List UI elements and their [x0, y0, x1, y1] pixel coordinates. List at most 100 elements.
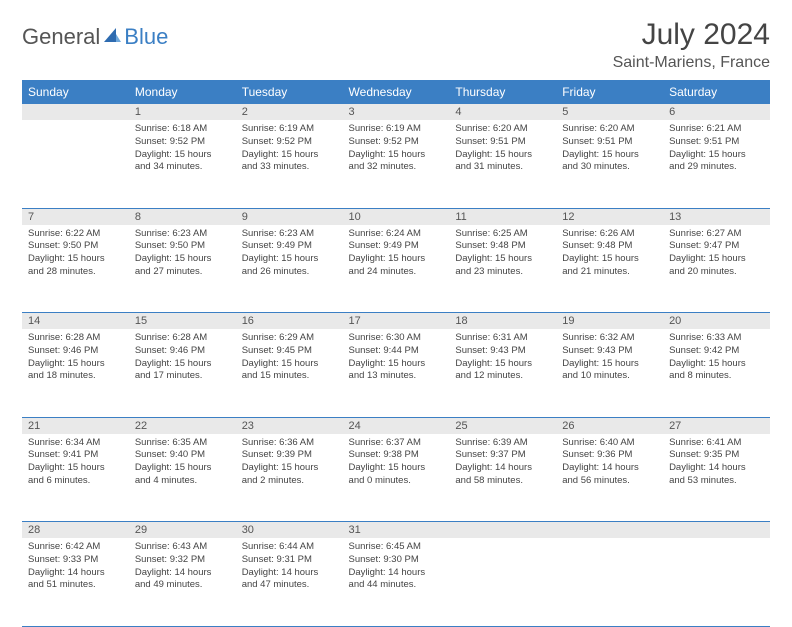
day-number-row: 78910111213: [22, 208, 770, 225]
day-number-cell: [449, 522, 556, 539]
logo-text-2: Blue: [124, 24, 168, 50]
day-content: Sunrise: 6:20 AMSunset: 9:51 PMDaylight:…: [449, 120, 556, 180]
day-number-cell: 4: [449, 104, 556, 120]
day-cell: Sunrise: 6:36 AMSunset: 9:39 PMDaylight:…: [236, 434, 343, 522]
day-content: Sunrise: 6:45 AMSunset: 9:30 PMDaylight:…: [343, 538, 450, 598]
day-cell: Sunrise: 6:39 AMSunset: 9:37 PMDaylight:…: [449, 434, 556, 522]
day-number-cell: 20: [663, 313, 770, 330]
day-cell: Sunrise: 6:35 AMSunset: 9:40 PMDaylight:…: [129, 434, 236, 522]
day-content-row: Sunrise: 6:42 AMSunset: 9:33 PMDaylight:…: [22, 538, 770, 626]
day-number-cell: 5: [556, 104, 663, 120]
day-number-cell: 9: [236, 208, 343, 225]
day-content: Sunrise: 6:25 AMSunset: 9:48 PMDaylight:…: [449, 225, 556, 285]
day-content: Sunrise: 6:29 AMSunset: 9:45 PMDaylight:…: [236, 329, 343, 389]
day-cell: Sunrise: 6:27 AMSunset: 9:47 PMDaylight:…: [663, 225, 770, 313]
location-label: Saint-Mariens, France: [613, 54, 770, 72]
day-cell: Sunrise: 6:34 AMSunset: 9:41 PMDaylight:…: [22, 434, 129, 522]
calendar-table: SundayMondayTuesdayWednesdayThursdayFrid…: [22, 80, 770, 627]
day-cell: Sunrise: 6:31 AMSunset: 9:43 PMDaylight:…: [449, 329, 556, 417]
day-number-cell: 22: [129, 417, 236, 434]
day-content: Sunrise: 6:30 AMSunset: 9:44 PMDaylight:…: [343, 329, 450, 389]
day-cell: Sunrise: 6:32 AMSunset: 9:43 PMDaylight:…: [556, 329, 663, 417]
day-content: Sunrise: 6:22 AMSunset: 9:50 PMDaylight:…: [22, 225, 129, 285]
day-content: Sunrise: 6:28 AMSunset: 9:46 PMDaylight:…: [22, 329, 129, 389]
weekday-header-row: SundayMondayTuesdayWednesdayThursdayFrid…: [22, 80, 770, 104]
day-number-cell: [663, 522, 770, 539]
header: General Blue July 2024 Saint-Mariens, Fr…: [22, 18, 770, 72]
day-cell: Sunrise: 6:42 AMSunset: 9:33 PMDaylight:…: [22, 538, 129, 626]
day-cell: [663, 538, 770, 626]
month-title: July 2024: [613, 18, 770, 52]
day-number-cell: 14: [22, 313, 129, 330]
day-content: Sunrise: 6:20 AMSunset: 9:51 PMDaylight:…: [556, 120, 663, 180]
day-number-cell: 12: [556, 208, 663, 225]
day-number-cell: [22, 104, 129, 120]
day-number-cell: 11: [449, 208, 556, 225]
day-content: Sunrise: 6:19 AMSunset: 9:52 PMDaylight:…: [343, 120, 450, 180]
day-content: Sunrise: 6:23 AMSunset: 9:50 PMDaylight:…: [129, 225, 236, 285]
day-content: Sunrise: 6:37 AMSunset: 9:38 PMDaylight:…: [343, 434, 450, 494]
weekday-header: Monday: [129, 80, 236, 104]
day-cell: Sunrise: 6:25 AMSunset: 9:48 PMDaylight:…: [449, 225, 556, 313]
day-content: Sunrise: 6:21 AMSunset: 9:51 PMDaylight:…: [663, 120, 770, 180]
day-content: Sunrise: 6:39 AMSunset: 9:37 PMDaylight:…: [449, 434, 556, 494]
day-number-cell: 18: [449, 313, 556, 330]
day-number-cell: 19: [556, 313, 663, 330]
day-content: Sunrise: 6:28 AMSunset: 9:46 PMDaylight:…: [129, 329, 236, 389]
day-content: Sunrise: 6:36 AMSunset: 9:39 PMDaylight:…: [236, 434, 343, 494]
day-cell: Sunrise: 6:20 AMSunset: 9:51 PMDaylight:…: [449, 120, 556, 208]
day-content: Sunrise: 6:24 AMSunset: 9:49 PMDaylight:…: [343, 225, 450, 285]
day-cell: Sunrise: 6:19 AMSunset: 9:52 PMDaylight:…: [236, 120, 343, 208]
day-content: Sunrise: 6:19 AMSunset: 9:52 PMDaylight:…: [236, 120, 343, 180]
day-number-cell: 24: [343, 417, 450, 434]
day-number-cell: 13: [663, 208, 770, 225]
day-content: Sunrise: 6:26 AMSunset: 9:48 PMDaylight:…: [556, 225, 663, 285]
day-content: Sunrise: 6:35 AMSunset: 9:40 PMDaylight:…: [129, 434, 236, 494]
day-content: Sunrise: 6:23 AMSunset: 9:49 PMDaylight:…: [236, 225, 343, 285]
day-number-cell: 26: [556, 417, 663, 434]
day-number-cell: 17: [343, 313, 450, 330]
day-cell: Sunrise: 6:43 AMSunset: 9:32 PMDaylight:…: [129, 538, 236, 626]
day-cell: Sunrise: 6:20 AMSunset: 9:51 PMDaylight:…: [556, 120, 663, 208]
weekday-header: Tuesday: [236, 80, 343, 104]
weekday-header: Sunday: [22, 80, 129, 104]
day-cell: Sunrise: 6:30 AMSunset: 9:44 PMDaylight:…: [343, 329, 450, 417]
day-content: Sunrise: 6:32 AMSunset: 9:43 PMDaylight:…: [556, 329, 663, 389]
logo-text-1: General: [22, 24, 100, 50]
day-cell: Sunrise: 6:37 AMSunset: 9:38 PMDaylight:…: [343, 434, 450, 522]
day-number-cell: 8: [129, 208, 236, 225]
day-number-cell: 15: [129, 313, 236, 330]
day-cell: Sunrise: 6:29 AMSunset: 9:45 PMDaylight:…: [236, 329, 343, 417]
day-number-cell: 7: [22, 208, 129, 225]
day-number-row: 28293031: [22, 522, 770, 539]
day-number-cell: 21: [22, 417, 129, 434]
day-content: Sunrise: 6:43 AMSunset: 9:32 PMDaylight:…: [129, 538, 236, 598]
day-number-cell: 29: [129, 522, 236, 539]
day-content-row: Sunrise: 6:34 AMSunset: 9:41 PMDaylight:…: [22, 434, 770, 522]
day-cell: Sunrise: 6:44 AMSunset: 9:31 PMDaylight:…: [236, 538, 343, 626]
day-cell: Sunrise: 6:23 AMSunset: 9:50 PMDaylight:…: [129, 225, 236, 313]
day-number-cell: [556, 522, 663, 539]
day-cell: Sunrise: 6:41 AMSunset: 9:35 PMDaylight:…: [663, 434, 770, 522]
day-content: Sunrise: 6:41 AMSunset: 9:35 PMDaylight:…: [663, 434, 770, 494]
day-number-cell: 6: [663, 104, 770, 120]
day-content-row: Sunrise: 6:28 AMSunset: 9:46 PMDaylight:…: [22, 329, 770, 417]
day-content: Sunrise: 6:42 AMSunset: 9:33 PMDaylight:…: [22, 538, 129, 598]
day-number-cell: 31: [343, 522, 450, 539]
day-cell: Sunrise: 6:28 AMSunset: 9:46 PMDaylight:…: [22, 329, 129, 417]
weekday-header: Friday: [556, 80, 663, 104]
day-cell: Sunrise: 6:26 AMSunset: 9:48 PMDaylight:…: [556, 225, 663, 313]
day-cell: Sunrise: 6:21 AMSunset: 9:51 PMDaylight:…: [663, 120, 770, 208]
day-cell: [449, 538, 556, 626]
day-cell: [556, 538, 663, 626]
day-number-cell: 16: [236, 313, 343, 330]
day-number-cell: 1: [129, 104, 236, 120]
day-content: Sunrise: 6:40 AMSunset: 9:36 PMDaylight:…: [556, 434, 663, 494]
logo: General Blue: [22, 18, 168, 50]
weekday-header: Wednesday: [343, 80, 450, 104]
day-cell: Sunrise: 6:45 AMSunset: 9:30 PMDaylight:…: [343, 538, 450, 626]
day-number-cell: 10: [343, 208, 450, 225]
day-content-row: Sunrise: 6:22 AMSunset: 9:50 PMDaylight:…: [22, 225, 770, 313]
day-content-row: Sunrise: 6:18 AMSunset: 9:52 PMDaylight:…: [22, 120, 770, 208]
day-number-cell: 25: [449, 417, 556, 434]
